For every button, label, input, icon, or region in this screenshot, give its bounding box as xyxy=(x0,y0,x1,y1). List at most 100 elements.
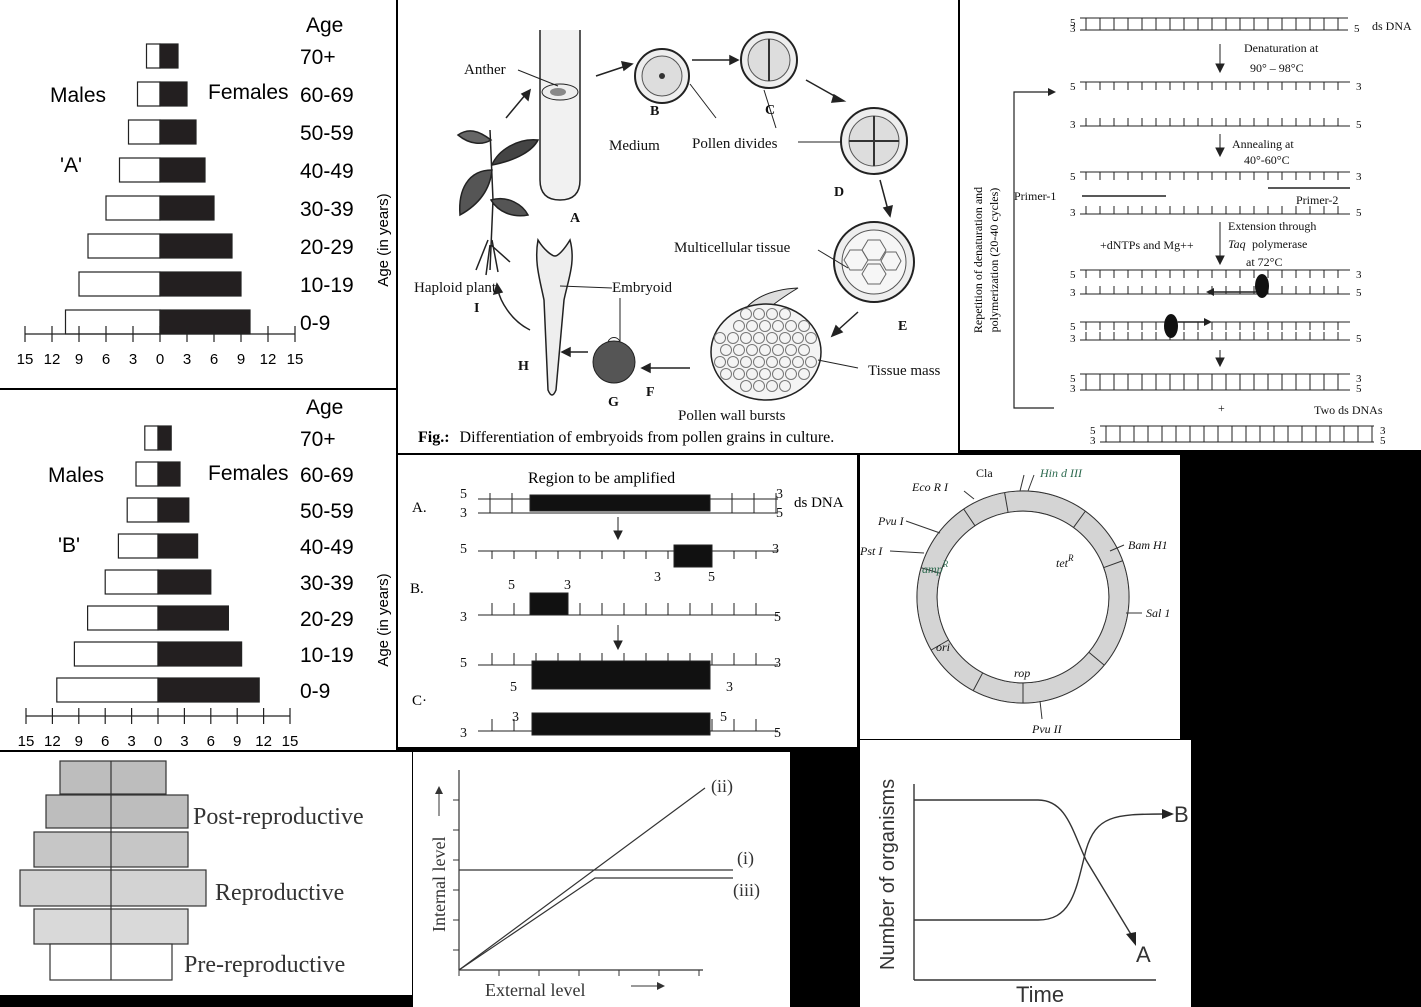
female-bar xyxy=(159,271,242,297)
female-bar xyxy=(157,425,172,451)
males-label: Males xyxy=(48,464,104,487)
ring-segment-divider xyxy=(1103,560,1123,569)
strand-end: 3 xyxy=(564,578,571,593)
female-bar xyxy=(159,233,233,259)
age-layer xyxy=(19,869,207,907)
male-bar xyxy=(118,157,161,183)
strand-end: 5 xyxy=(720,710,727,725)
ring-segment-divider xyxy=(1004,492,1009,513)
tick-label: 6 xyxy=(101,733,109,750)
pcr-cycle-diagram: 53 55 33 55 33 55 33 553 55 33 55 33 5 Repetition of… xyxy=(971,17,1412,447)
male-bar xyxy=(86,605,159,631)
male-bar xyxy=(105,195,161,221)
strand-end: 5 xyxy=(1070,81,1076,93)
caption-text: Differentiation of embryoids from pollen… xyxy=(460,429,835,446)
tissue-cell xyxy=(766,332,778,344)
denaturation-temp: 90° – 98°C xyxy=(1250,61,1304,75)
age-label: 0-9 xyxy=(300,312,330,335)
age-layer xyxy=(59,760,167,795)
letter-b: B xyxy=(650,104,659,119)
pcr-abc-diagram: Region to be amplified ds DNA A. B. C· 5… xyxy=(410,470,844,741)
tick-label: 12 xyxy=(44,733,61,750)
letter-h: H xyxy=(518,359,529,374)
regulator-panel: (ii) (i) (iii) External level Internal l… xyxy=(413,752,790,1007)
strand-end: 5 xyxy=(510,680,517,695)
tick-label: 9 xyxy=(233,733,241,750)
curve-i-label: (i) xyxy=(737,848,754,869)
strand-end: 5 xyxy=(1070,269,1076,281)
female-bar xyxy=(159,81,188,107)
taq-polymerase-blob-2 xyxy=(1164,314,1178,338)
strand-end: 5 xyxy=(1356,333,1362,345)
male-bar xyxy=(127,119,161,145)
tissue-cell xyxy=(759,344,771,356)
cycle-arrows xyxy=(492,54,893,374)
pollen-d xyxy=(840,107,908,175)
tag-label: 'B' xyxy=(58,534,80,557)
caption-prefix: Fig.: xyxy=(418,429,450,446)
growth-chart: A B Time Number of organisms xyxy=(877,779,1189,1007)
haploid-plant-drawing xyxy=(456,129,540,276)
label-pollen-wall: Pollen wall bursts xyxy=(678,408,786,424)
annealing-label: Annealing at xyxy=(1232,137,1294,151)
y-axis-label: Internal level xyxy=(429,837,449,932)
tissue-cell xyxy=(766,308,778,320)
x-axis-label: External level xyxy=(485,980,585,1000)
tissue-cell xyxy=(740,308,752,320)
tissue-cell xyxy=(720,368,732,380)
regulator-chart: (ii) (i) (iii) External level Internal l… xyxy=(429,770,760,1000)
embryoid-diagram: Anther Medium Pollen divides Multicellul… xyxy=(414,30,941,446)
tissue-cell xyxy=(779,380,791,392)
age-label: 0-9 xyxy=(300,680,330,703)
pyramid-a-panel: Age Males Females 'A' Age (in years) 70+… xyxy=(0,0,396,388)
tick-label: 12 xyxy=(44,351,61,368)
growth-panel: A B Time Number of organisms xyxy=(860,740,1191,1007)
tissue-cell xyxy=(785,368,797,380)
tick-label: 3 xyxy=(183,351,191,368)
strand-end: 5 xyxy=(774,726,781,741)
strand-end: 5 xyxy=(1356,383,1362,395)
gene-ori: ori xyxy=(936,640,950,654)
strand-end: 5 xyxy=(1356,287,1362,299)
curve-b xyxy=(914,813,1165,921)
age-label: 70+ xyxy=(300,428,336,451)
strand-end: 3 xyxy=(726,680,733,695)
age-header: Age xyxy=(306,396,343,419)
leader-lines xyxy=(517,69,859,369)
polymerase-label: polymerase xyxy=(1252,237,1307,251)
strand-end: 5 xyxy=(1070,17,1076,29)
age-structure-diagram: Post-reproductive Reproductive Pre-repro… xyxy=(19,760,364,981)
strand-end: 5 xyxy=(708,570,715,585)
ring-segment-divider xyxy=(920,567,941,574)
strand-end: 3 xyxy=(654,570,661,585)
amplified-region xyxy=(673,544,713,568)
male-bar xyxy=(144,425,159,451)
tissue-cell xyxy=(779,356,791,368)
tissue-cell xyxy=(766,356,778,368)
tissue-cell xyxy=(727,356,739,368)
embryoid-h xyxy=(535,237,573,396)
tick-label: 15 xyxy=(287,351,304,368)
letter-g: G xyxy=(608,395,619,410)
step-arrows xyxy=(1215,44,1225,368)
row-label-a: A. xyxy=(412,500,427,516)
label-reproductive: Reproductive xyxy=(215,880,344,906)
label-medium: Medium xyxy=(609,138,660,154)
gene-rop: rop xyxy=(1014,666,1030,680)
site-bamh1: Bam H1 xyxy=(1128,538,1168,552)
tick-label: 9 xyxy=(75,351,83,368)
two-ds-label: Two ds DNAs xyxy=(1314,403,1383,417)
male-bar xyxy=(145,43,161,69)
strand-end: 5 xyxy=(1354,23,1360,35)
label-tissue-mass: Tissue mass xyxy=(868,363,941,379)
age-label: 10-19 xyxy=(300,274,354,297)
repetition-line2: polymerization (20-40 cycles) xyxy=(987,188,1001,333)
ring-segment-divider xyxy=(972,672,984,691)
row-label-b: B. xyxy=(410,581,424,597)
strand-end: 3 xyxy=(1356,373,1362,385)
female-bar xyxy=(159,309,251,335)
ds-dna-label: ds DNA xyxy=(794,495,844,511)
plasmid-panel: Cla Eco R I Pvu I Pst I Bam H1 Sal 1 Pvu… xyxy=(860,455,1180,739)
age-label: 50-59 xyxy=(300,500,354,523)
